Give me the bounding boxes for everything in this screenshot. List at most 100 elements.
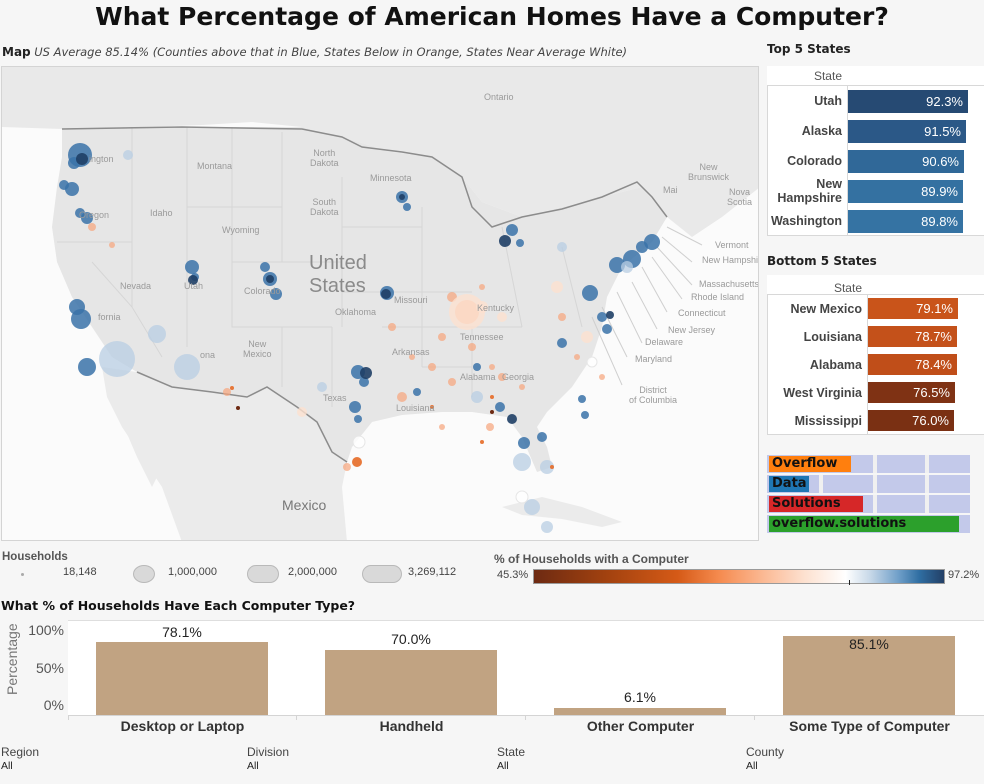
bottom5-row[interactable]: Louisiana 78.7% — [767, 323, 984, 351]
map-caption-title: Map — [2, 45, 31, 59]
map-label-district-of-columbia: District of Columbia — [629, 385, 678, 405]
bottom5-row[interactable]: New Mexico 79.1% — [767, 295, 984, 323]
top5-row[interactable]: Colorado 90.6% — [767, 146, 984, 176]
brand-legend-row: Overflow — [767, 455, 970, 473]
filter-region[interactable]: Region All — [1, 745, 39, 772]
bottom5-row[interactable]: Mississippi 76.0% — [767, 407, 984, 435]
map-label-texas: Texas — [323, 393, 347, 403]
map-label-alabama: Alabama — [460, 372, 496, 382]
map-label-oklahoma: Oklahoma — [335, 307, 377, 317]
size-circle-icon — [247, 565, 279, 583]
filter-label: County — [746, 745, 785, 759]
bottom5-title: Bottom 5 States — [767, 254, 877, 268]
map-label-ontario: Ontario — [484, 92, 514, 102]
state-bar[interactable]: 91.5% — [848, 120, 966, 143]
map-label-maryland: Maryland — [635, 354, 673, 364]
state-name: Utah — [814, 94, 842, 108]
state-bar[interactable]: 90.6% — [848, 150, 964, 173]
map-label-arkansas: Arkansas — [392, 347, 430, 357]
bottom5-table: State New Mexico 79.1% Louisiana 78.7% A… — [767, 275, 984, 435]
top5-row[interactable]: Alaska 91.5% — [767, 116, 984, 146]
size-circle-icon — [21, 573, 24, 576]
state-name: West Virginia — [783, 386, 862, 400]
top5-row[interactable]: Utah 92.3% — [767, 86, 984, 116]
filter-label: State — [497, 745, 526, 759]
filter-division[interactable]: Division All — [247, 745, 289, 772]
x-category-label: Handheld — [379, 718, 444, 734]
x-category-label: Some Type of Computer — [789, 718, 950, 734]
households-legend-title: Households — [2, 551, 68, 563]
map-canvas[interactable] — [2, 67, 759, 541]
bar-chart-y-label: Percentage — [4, 623, 20, 695]
state-bar[interactable]: 76.5% — [868, 382, 955, 403]
state-bar[interactable]: 89.9% — [848, 180, 963, 203]
map-caption: Map US Average 85.14% (Counties above th… — [2, 44, 627, 59]
state-bar[interactable]: 79.1% — [868, 298, 958, 319]
color-legend-max: 97.2% — [948, 569, 980, 581]
dashboard-title: What Percentage of American Homes Have a… — [95, 2, 889, 31]
map-label-mexico: Mexico — [282, 497, 327, 513]
filter-state[interactable]: State All — [497, 745, 525, 772]
brand-legend: Overflow Data Solutions overflow.solutio… — [767, 455, 970, 537]
map-label-wyoming: Wyoming — [222, 225, 260, 235]
filter-value[interactable]: All — [746, 760, 758, 772]
brand-legend-data: Data — [769, 476, 809, 492]
top5-row[interactable]: Washington 89.8% — [767, 206, 984, 236]
color-legend-title: % of Households with a Computer — [494, 552, 689, 566]
map-label-kentucky: Kentucky — [477, 303, 515, 313]
bar-desktop-or-laptop[interactable] — [96, 642, 268, 715]
size-legend-value: 3,269,112 — [408, 566, 457, 578]
map-label-united: United — [309, 252, 367, 274]
y-tick: 50% — [35, 660, 64, 676]
map-label-missouri: Missouri — [394, 295, 428, 305]
map-label-north-dakota: North Dakota — [310, 148, 339, 168]
state-name: Washington — [770, 214, 842, 228]
state-bar[interactable]: 78.4% — [868, 354, 957, 375]
brand-legend-row: Solutions — [767, 495, 970, 513]
state-bar[interactable]: 92.3% — [848, 90, 968, 113]
map-label-california: fornia — [98, 312, 121, 322]
bar-some-type-of-computer[interactable] — [783, 636, 955, 715]
bottom5-row[interactable]: Alabama 78.4% — [767, 351, 984, 379]
top5-table: State Utah 92.3% Alaska 91.5% Colorado 9… — [767, 66, 984, 236]
state-name: New Hampshire — [777, 177, 842, 205]
filter-county[interactable]: County All — [746, 745, 784, 772]
map-label-washington: ington — [89, 154, 114, 164]
bar-other-computer[interactable] — [554, 708, 726, 715]
bottom5-row[interactable]: West Virginia 76.5% — [767, 379, 984, 407]
state-bar[interactable]: 76.0% — [868, 410, 954, 431]
map-label-maine: Mai — [663, 185, 678, 195]
bar-value-label: 78.1% — [162, 624, 202, 640]
map-label-new-brunswick: New Brunswick — [688, 162, 730, 182]
filter-label: Division — [247, 745, 290, 759]
filter-value[interactable]: All — [1, 760, 13, 772]
map-label-delaware: Delaware — [645, 337, 684, 347]
state-name: Alabama — [809, 358, 862, 372]
state-bar[interactable]: 89.8% — [848, 210, 963, 233]
state-name: Alaska — [801, 124, 842, 138]
filter-value[interactable]: All — [247, 760, 259, 772]
filter-label: Region — [1, 745, 40, 759]
y-tick: 0% — [43, 697, 64, 713]
map-label-utah: Utah — [184, 281, 204, 291]
map-label-colorado: Colorado — [244, 286, 281, 296]
map-label-states: States — [309, 275, 366, 297]
map-label-montana: Montana — [197, 161, 233, 171]
county-map[interactable]: Ontario ington Montana North Dakota Minne… — [1, 66, 759, 541]
color-legend-gradient[interactable] — [533, 569, 945, 584]
size-legend-value: 2,000,000 — [288, 566, 337, 578]
map-label-nevada: Nevada — [120, 281, 152, 291]
map-label-new-jersey: New Jersey — [668, 325, 716, 335]
brand-legend-overflow-solutions: overflow.solutions — [769, 516, 959, 532]
map-label-rhode-island: Rhode Island — [691, 292, 745, 302]
color-legend-average-tick — [849, 580, 850, 585]
filter-value[interactable]: All — [497, 760, 509, 772]
map-label-vermont: Vermont — [715, 240, 749, 250]
state-bar[interactable]: 78.7% — [868, 326, 957, 347]
size-circle-icon — [362, 565, 402, 583]
bar-handheld[interactable] — [325, 650, 497, 715]
map-label-arizona: ona — [200, 350, 216, 360]
bottom5-column-header: State — [833, 281, 862, 295]
map-label-tennessee: Tennessee — [460, 332, 504, 342]
top5-row[interactable]: New Hampshire 89.9% — [767, 176, 984, 206]
